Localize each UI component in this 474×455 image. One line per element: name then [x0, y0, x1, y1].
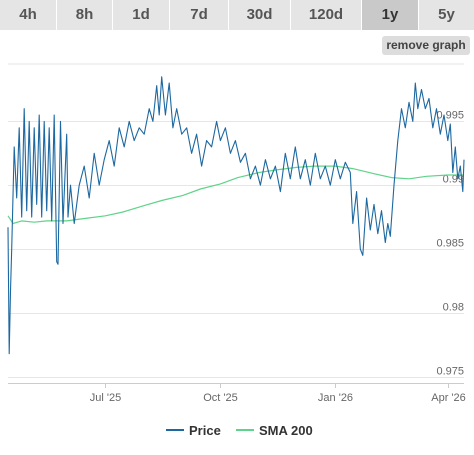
- timeframe-tabs: 4h 8h 1d 7d 30d 120d 1y 5y: [0, 0, 474, 30]
- y-tick-label: 0.98: [443, 302, 464, 314]
- x-tick-label: Oct '25: [203, 392, 238, 404]
- x-tick-label: Apr '26: [431, 392, 466, 404]
- chart-legend: Price SMA 200: [0, 419, 474, 441]
- tab-4h[interactable]: 4h: [0, 0, 57, 30]
- x-axis-ticks: Jul '25 Oct '25 Jan '26 Apr '26: [90, 383, 466, 404]
- sma-200-line: [7, 165, 464, 225]
- gridlines: [8, 63, 464, 384]
- x-tick-label: Jan '26: [318, 392, 353, 404]
- legend-swatch-sma: [236, 429, 254, 431]
- y-tick-label: 0.985: [436, 238, 464, 250]
- price-line: [7, 76, 465, 355]
- tab-8h[interactable]: 8h: [57, 0, 113, 30]
- remove-graph-button[interactable]: remove graph: [382, 36, 470, 55]
- x-tick-label: Jul '25: [90, 392, 121, 404]
- y-tick-label: 0.995: [436, 110, 464, 122]
- legend-label-sma: SMA 200: [259, 422, 313, 438]
- legend-swatch-price: [166, 429, 184, 431]
- tab-7d[interactable]: 7d: [170, 0, 229, 30]
- legend-item-sma-200[interactable]: SMA 200: [236, 419, 313, 441]
- y-tick-label: 0.975: [436, 366, 464, 378]
- tab-5y[interactable]: 5y: [419, 0, 474, 30]
- tab-1y[interactable]: 1y: [362, 0, 419, 30]
- legend-item-price[interactable]: Price: [166, 419, 221, 441]
- tab-120d[interactable]: 120d: [291, 0, 362, 30]
- legend-label-price: Price: [189, 422, 221, 438]
- series-lines: [7, 76, 465, 355]
- tab-30d[interactable]: 30d: [229, 0, 291, 30]
- tab-1d[interactable]: 1d: [113, 0, 170, 30]
